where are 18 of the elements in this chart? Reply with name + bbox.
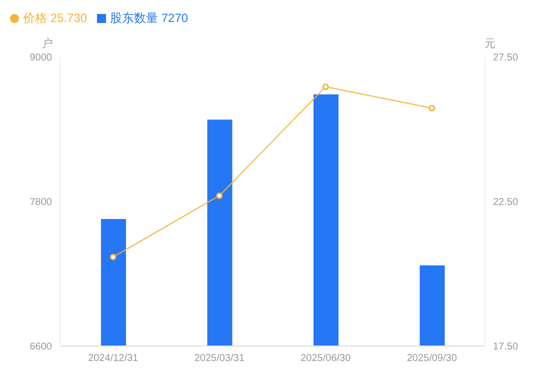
y2-axis-title: 元	[484, 38, 496, 50]
y-tick-label: 7800	[30, 197, 52, 208]
legend-label: 价格 25.730	[23, 11, 88, 25]
y-tick-label: 6600	[30, 342, 52, 353]
point	[322, 84, 329, 90]
y2-tick-label: 22.50	[493, 197, 518, 208]
point	[216, 192, 223, 199]
legend-label: 股东数量 7270	[110, 11, 188, 25]
y-tick-label: 9000	[30, 52, 52, 64]
y-axis-title: 户	[42, 37, 53, 50]
x-tick-label: 2025/09/30	[406, 353, 458, 364]
point	[110, 254, 116, 260]
x-tick-label: 2025/06/30	[300, 353, 352, 364]
y2-tick-label: 17.50	[493, 342, 518, 353]
x-tick-label: 2025/03/31	[194, 353, 245, 364]
y2-tick-label: 27.50	[493, 52, 518, 64]
x-tick-label: 2024/12/31	[88, 353, 139, 364]
point	[428, 104, 436, 112]
